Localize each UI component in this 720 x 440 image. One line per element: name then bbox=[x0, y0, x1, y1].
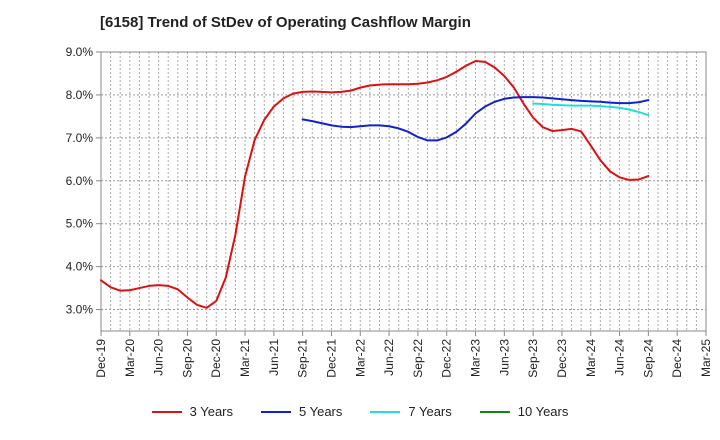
x-tick-label: Jun-20 bbox=[152, 339, 166, 376]
series-line-7-years bbox=[532, 102, 650, 117]
x-tick-label: Dec-23 bbox=[555, 339, 569, 378]
x-tick-label: Sep-23 bbox=[526, 339, 540, 378]
y-tick-label: 7.0% bbox=[66, 131, 94, 145]
legend-swatch bbox=[479, 410, 510, 413]
series-line-5-years bbox=[301, 96, 650, 142]
tick-labels: 3.0% 4.0% 5.0% 6.0% 7.0% 8.0% 9.0% Dec-19 Mar-20… bbox=[66, 45, 713, 378]
legend-label: 7 Years bbox=[408, 404, 452, 419]
x-tick-label: Mar-20 bbox=[123, 339, 137, 377]
x-tick-label: Sep-24 bbox=[641, 339, 655, 378]
legend-swatch bbox=[261, 410, 291, 413]
x-tick-label: Dec-24 bbox=[670, 339, 684, 378]
x-tick-label: Jun-22 bbox=[382, 339, 396, 376]
x-tick-label: Jun-24 bbox=[613, 339, 627, 376]
x-tick-label: Mar-22 bbox=[353, 339, 367, 377]
legend-label: 5 Years bbox=[299, 404, 343, 419]
chart-title: [6158] Trend of StDev of Operating Cashf… bbox=[100, 14, 471, 31]
x-tick-label: Sep-22 bbox=[411, 339, 425, 378]
x-tick-label: Jun-23 bbox=[497, 339, 511, 376]
legend-label: 10 Years bbox=[517, 404, 569, 419]
x-tick-label: Jun-21 bbox=[267, 339, 281, 376]
legend-swatch bbox=[151, 410, 182, 413]
x-tick-label: Dec-22 bbox=[440, 339, 454, 378]
y-tick-label: 9.0% bbox=[66, 45, 94, 59]
axes bbox=[96, 51, 707, 336]
x-tick-label: Mar-24 bbox=[584, 339, 598, 377]
legend-item-10-years: 10 Years bbox=[479, 404, 569, 419]
legend-item-7-years: 7 Years bbox=[370, 404, 452, 419]
legend-label: 3 Years bbox=[189, 404, 233, 419]
x-tick-label: Sep-20 bbox=[180, 339, 194, 378]
y-tick-label: 8.0% bbox=[66, 88, 94, 102]
y-tick-label: 6.0% bbox=[66, 174, 94, 188]
legend-swatch bbox=[370, 410, 401, 413]
grid-lines bbox=[101, 51, 706, 331]
x-tick-label: Mar-23 bbox=[469, 339, 483, 377]
series-line-3-years bbox=[100, 60, 650, 309]
x-tick-label: Mar-25 bbox=[699, 339, 713, 377]
x-tick-label: Dec-20 bbox=[209, 339, 223, 378]
plot-area-frame bbox=[100, 51, 707, 332]
series-lines bbox=[100, 60, 650, 309]
legend-item-5-years: 5 Years bbox=[261, 404, 342, 419]
x-tick-label: Dec-21 bbox=[324, 339, 338, 378]
x-tick-label: Dec-19 bbox=[94, 339, 108, 378]
legend-item-3-years: 3 Years bbox=[151, 404, 233, 419]
y-tick-label: 5.0% bbox=[66, 217, 94, 231]
y-tick-label: 3.0% bbox=[66, 303, 94, 317]
y-tick-label: 4.0% bbox=[66, 260, 94, 274]
x-tick-label: Sep-21 bbox=[296, 339, 310, 378]
legend: 3 Years 5 Years 7 Years 10 Years bbox=[0, 404, 720, 419]
x-tick-label: Mar-21 bbox=[238, 339, 252, 377]
